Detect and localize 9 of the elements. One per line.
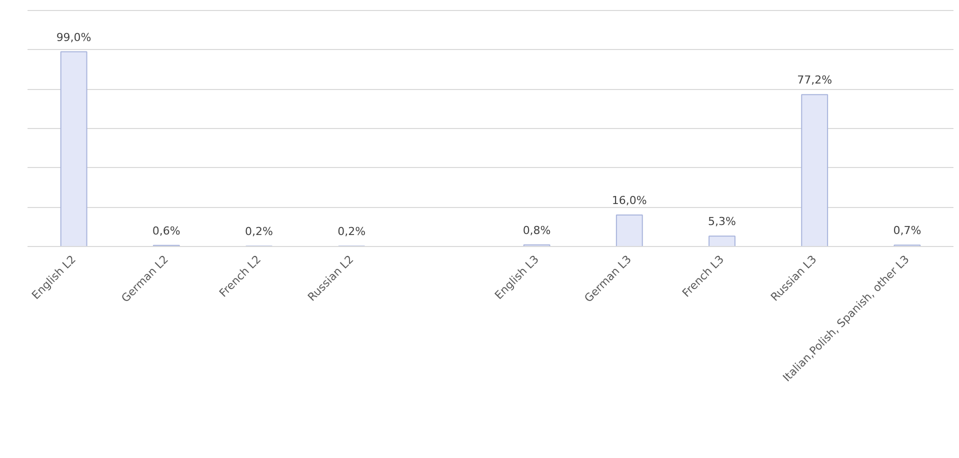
data-label: 16,0% [612,194,647,208]
data-label: 0,2% [245,225,273,238]
data-label: 99,0% [56,30,92,44]
data-label: 0,2% [338,225,366,238]
data-label: 0,7% [893,224,922,238]
data-label: 0,6% [152,224,180,238]
data-label: 5,3% [708,215,736,228]
data-label: 0,8% [522,224,551,237]
data-label: 77,2% [797,74,832,87]
